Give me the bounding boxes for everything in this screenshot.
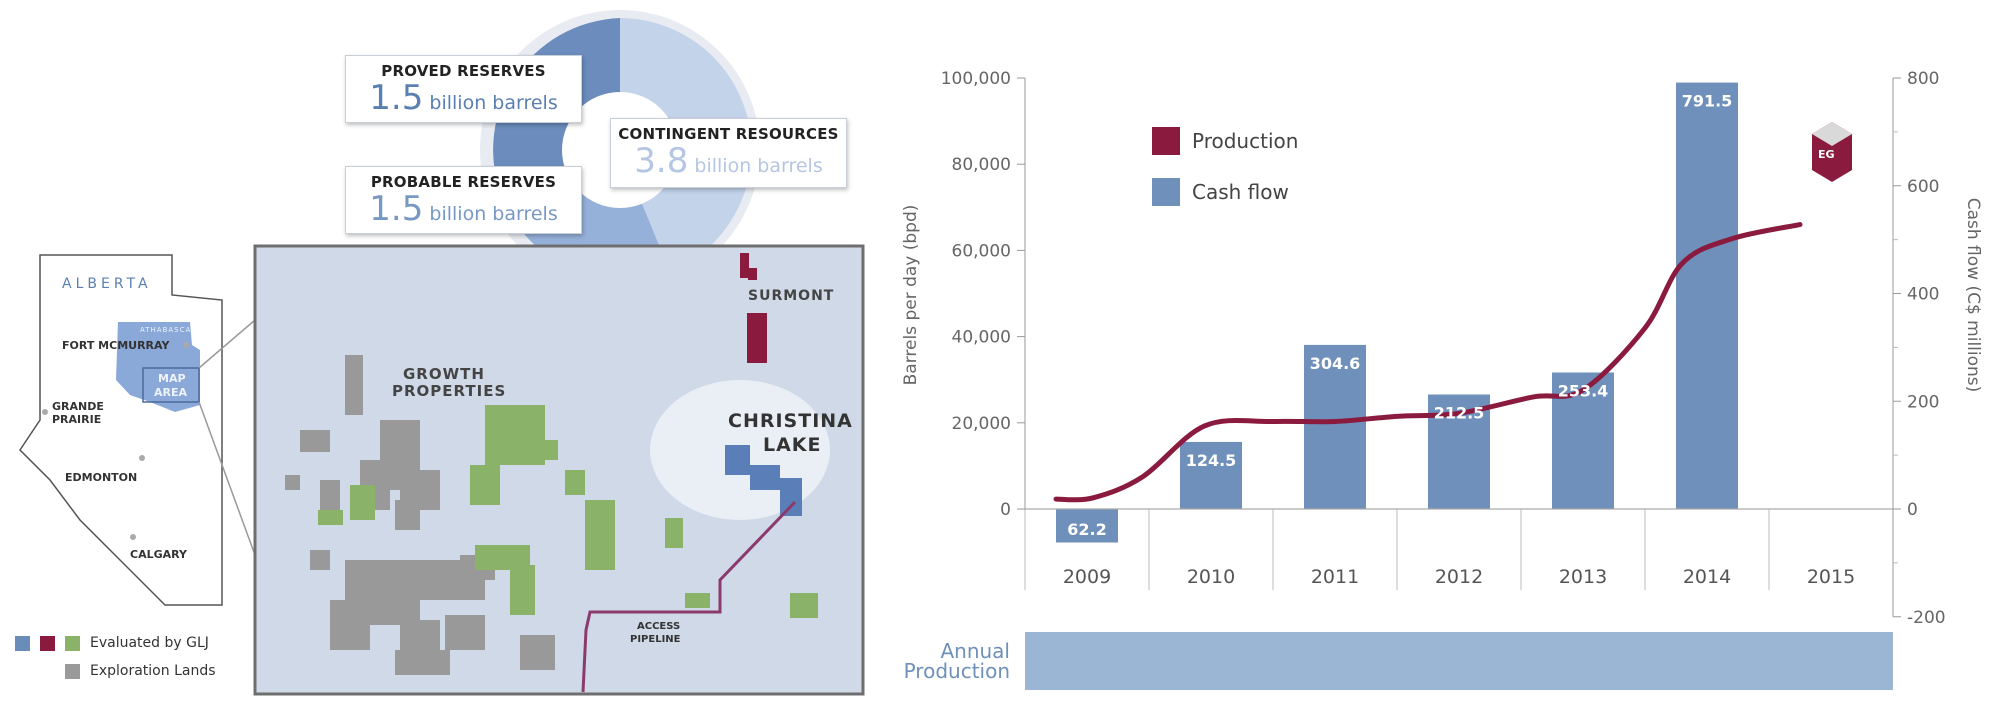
annual-production-label: Annual Production: [900, 641, 1010, 681]
access-pipeline-line: [581, 500, 797, 693]
proved-reserves-title: PROVED RESERVES: [381, 62, 546, 80]
access-label: ACCESS: [637, 621, 681, 632]
alberta-label: ALBERTA: [62, 276, 152, 292]
contingent-resources-number: 3.8: [634, 141, 689, 181]
legend-swatch-grey: [65, 664, 80, 679]
lake-label: LAKE: [763, 434, 822, 456]
proved-reserves-card: PROVED RESERVES 1.5 billion barrels: [345, 55, 582, 123]
cashflow-bar-label: 124.5: [1186, 451, 1237, 470]
contingent-resources-unit: billion barrels: [694, 155, 823, 177]
left-tick-label: 80,000: [952, 155, 1011, 175]
left-tick-label: 40,000: [952, 328, 1011, 348]
legend-production-swatch: [1152, 127, 1180, 155]
athabasca-label: ATHABASCA: [140, 326, 192, 334]
meg-logo: [1812, 122, 1852, 182]
category-label: 2012: [1435, 566, 1483, 588]
map-area-label-area: AREA: [154, 386, 188, 399]
probable-reserves-title: PROBABLE RESERVES: [370, 173, 557, 191]
legend-cashflow-swatch: [1152, 178, 1180, 206]
growth-property-lands: [318, 405, 818, 618]
proved-reserves-unit: billion barrels: [429, 92, 558, 114]
production-line: [1053, 222, 1803, 503]
category-label: 2010: [1187, 566, 1235, 588]
contingent-resources-card: CONTINGENT RESOURCES 3.8 billion barrels: [610, 118, 847, 188]
grande-label: GRANDE: [52, 400, 104, 413]
map-legend-exploration: Exploration Lands: [90, 663, 216, 679]
right-tick-label: 200: [1907, 392, 1939, 412]
alberta-outline: [19, 254, 223, 606]
legend-cashflow-label: Cash flow: [1192, 180, 1289, 204]
category-label: 2014: [1683, 566, 1731, 588]
legend-swatch-maroon: [40, 636, 55, 651]
probable-reserves-card: PROBABLE RESERVES 1.5 billion barrels: [345, 166, 582, 234]
properties-label: PROPERTIES: [392, 382, 507, 400]
prairie-label: PRAIRIE: [52, 413, 102, 426]
probable-reserves-number: 1.5: [369, 189, 424, 229]
map-area-label-map: MAP: [158, 372, 186, 385]
map-area-box: [142, 367, 200, 403]
category-label: 2009: [1063, 566, 1111, 588]
cashflow-bar-label: 304.6: [1310, 354, 1361, 373]
surmont-lands: [740, 253, 767, 363]
left-tick-label: 100,000: [941, 69, 1011, 89]
pipeline-label: PIPELINE: [630, 634, 681, 645]
annual-label-line1: Annual: [940, 639, 1010, 663]
right-axis-title: Cash flow (C$ millions): [1963, 198, 1983, 393]
category-label: 2011: [1311, 566, 1359, 588]
probable-reserves-unit: billion barrels: [429, 203, 558, 225]
growth-label: GROWTH: [403, 365, 485, 383]
cashflow-bar: [1304, 344, 1366, 509]
category-label: 2015: [1807, 566, 1855, 588]
right-tick-label: 0: [1907, 500, 1918, 520]
left-tick-label: 60,000: [952, 241, 1011, 261]
right-tick-label: 600: [1907, 177, 1939, 197]
athabasca-region: [116, 322, 200, 412]
cashflow-bar-label: 212.5: [1434, 404, 1485, 423]
right-tick-label: 800: [1907, 69, 1939, 89]
map-legend-evaluated: Evaluated by GLJ: [90, 635, 209, 651]
legend-swatch-green: [65, 636, 80, 651]
proved-reserves-number: 1.5: [369, 78, 424, 118]
christina-label: CHRISTINA: [728, 410, 853, 432]
fort-mcmurray-label: FORT MCMURRAY: [62, 339, 170, 352]
cashflow-bar: [1180, 441, 1242, 509]
cashflow-bar-label: 62.2: [1067, 520, 1106, 539]
annual-label-line2: Production: [903, 659, 1010, 683]
left-tick-label: 0: [1000, 500, 1011, 520]
left-tick-label: 20,000: [952, 414, 1011, 434]
right-tick-label: 400: [1907, 285, 1939, 305]
legend-production-label: Production: [1192, 129, 1299, 153]
left-axis-title: Barrels per day (bpd): [901, 205, 921, 386]
cashflow-bar: [1056, 509, 1118, 543]
annual-production-band: [1025, 632, 1893, 690]
legend-swatch-blue: [15, 636, 30, 651]
contingent-resources-title: CONTINGENT RESOURCES: [618, 125, 839, 143]
cashflow-bar: [1676, 82, 1738, 509]
christina-lake-lands: [725, 445, 802, 516]
cashflow-bar-label: 791.5: [1682, 92, 1733, 111]
cashflow-bar-label: 253.4: [1558, 381, 1609, 400]
logo-text: EG: [1818, 148, 1835, 161]
surmont-label: SURMONT: [748, 288, 835, 304]
exploration-lands: [285, 355, 555, 675]
category-label: 2013: [1559, 566, 1607, 588]
right-tick-label: -200: [1907, 608, 1946, 628]
calgary-label: CALGARY: [130, 548, 187, 561]
edmonton-label: EDMONTON: [65, 471, 138, 484]
